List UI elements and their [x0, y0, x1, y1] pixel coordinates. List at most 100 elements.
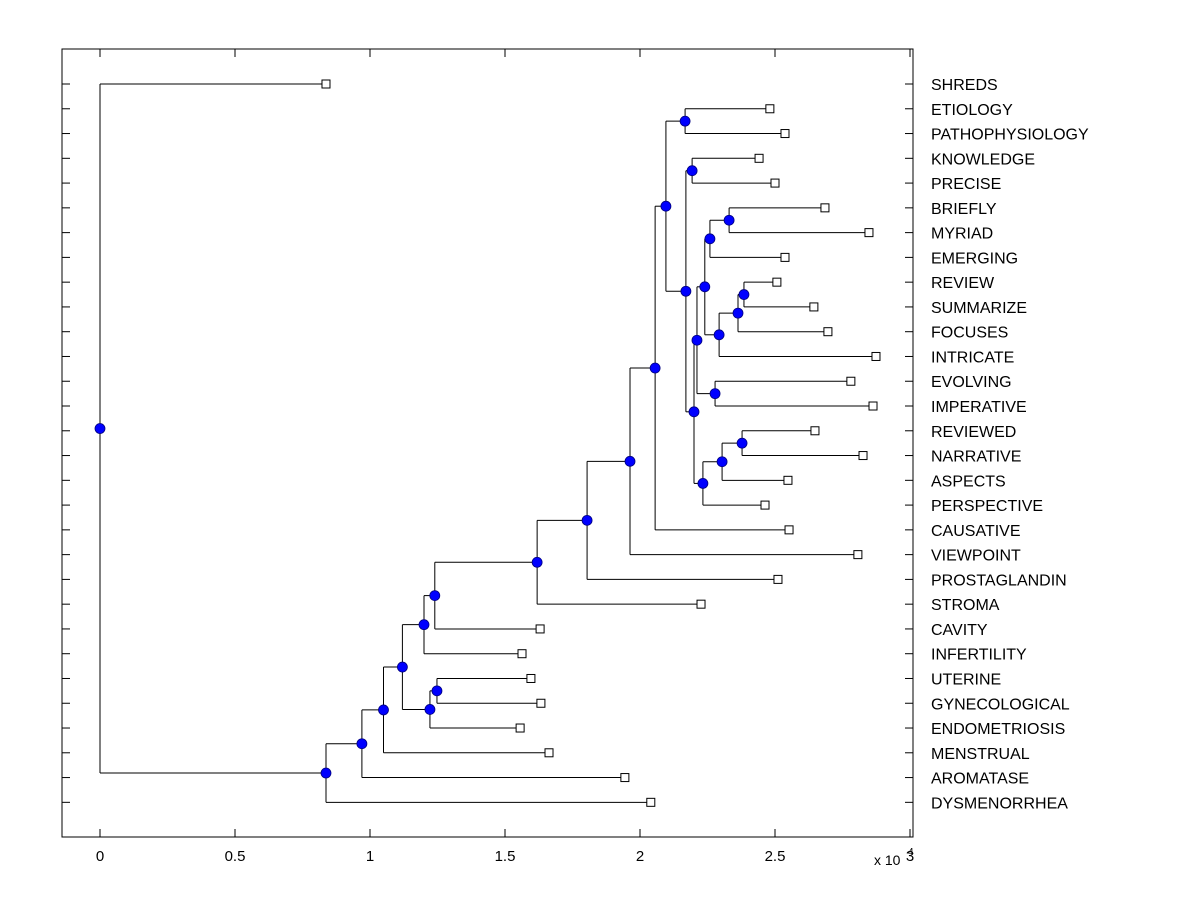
leaf-label-reviewed: REVIEWED [931, 424, 1016, 441]
internal-node [378, 704, 389, 716]
x-tick-label: 2 [636, 848, 644, 865]
leaf-marker [780, 252, 790, 262]
leaf-label-aromatase: AROMATASE [931, 771, 1029, 788]
x-tick-label: 2.5 [765, 848, 786, 865]
leaf-label-pathophysiology: PATHOPHYSIOLOGY [931, 127, 1089, 144]
x-tick-label: 0 [96, 848, 104, 865]
internal-node [418, 619, 430, 631]
internal-node [679, 115, 691, 127]
leaf-marker [544, 748, 554, 758]
leaf-marker [780, 129, 790, 139]
leaf-label-etiology: ETIOLOGY [931, 102, 1013, 119]
leaf-label-menstrual: MENSTRUAL [931, 746, 1030, 763]
x-multiplier-exponent: 4 [908, 847, 914, 858]
internal-node [699, 281, 711, 293]
internal-node [688, 406, 700, 418]
leaf-markers [321, 79, 881, 807]
leaf-marker [696, 599, 706, 609]
leaf-label-shreds: SHREDS [931, 77, 998, 94]
leaf-marker [321, 79, 331, 89]
leaf-marker [517, 649, 527, 659]
leaf-label-briefly: BRIEFLY [931, 201, 997, 218]
leaf-label-myriad: MYRIAD [931, 226, 993, 243]
internal-node [732, 307, 744, 319]
leaf-marker [823, 327, 833, 337]
leaf-label-infertility: INFERTILITY [931, 647, 1027, 664]
leaf-marker [853, 550, 863, 560]
leaf-label-intricate: INTRICATE [931, 349, 1014, 366]
internal-node [736, 437, 748, 449]
leaf-marker [526, 673, 536, 683]
leaf-marker [620, 773, 630, 783]
internal-node [738, 289, 750, 300]
y-axis-ticks [62, 83, 913, 803]
leaf-marker [846, 376, 856, 386]
internal-node [704, 233, 716, 245]
leaf-marker [871, 351, 881, 361]
leaf-label-evolving: EVOLVING [931, 374, 1012, 391]
leaf-marker [536, 698, 546, 708]
internal-node [660, 200, 672, 212]
leaf-label-focuses: FOCUSES [931, 325, 1008, 342]
leaf-label-viewpoint: VIEWPOINT [931, 548, 1021, 565]
x-tick-label: 0.5 [225, 848, 246, 865]
internal-node [713, 329, 725, 341]
leaf-label-perspective: PERSPECTIVE [931, 498, 1043, 515]
leaf-marker [754, 153, 764, 163]
leaf-marker [784, 525, 794, 535]
leaf-marker [858, 451, 868, 461]
internal-node [424, 704, 436, 715]
leaf-label-review: REVIEW [931, 275, 995, 292]
leaf-label-summarize: SUMMARIZE [931, 300, 1027, 317]
leaf-marker [868, 401, 878, 411]
internal-node [531, 556, 543, 568]
leaf-marker [810, 426, 820, 436]
leaf-marker [820, 203, 830, 213]
x-tick-label: 1.5 [495, 848, 516, 865]
internal-node [723, 214, 735, 226]
leaf-marker [783, 475, 793, 485]
leaf-marker [864, 228, 874, 238]
internal-node [94, 423, 106, 434]
internal-node [709, 388, 721, 400]
node-markers [94, 115, 750, 779]
internal-node [320, 767, 332, 779]
leaf-label-prostaglandin: PROSTAGLANDIN [931, 572, 1067, 589]
leaf-label-dysmenorrhea: DYSMENORRHEA [931, 795, 1068, 812]
internal-node [624, 455, 636, 467]
leaf-label-emerging: EMERGING [931, 250, 1018, 267]
leaf-label-uterine: UTERINE [931, 671, 1001, 688]
x-tick-label: 1 [366, 848, 374, 865]
internal-node [649, 362, 661, 374]
internal-node [691, 334, 703, 346]
leaf-marker [772, 277, 782, 287]
internal-node [396, 661, 408, 673]
leaf-label-stroma: STROMA [931, 597, 1000, 614]
leaf-marker [535, 624, 545, 634]
leaf-marker [515, 723, 525, 733]
internal-node [356, 738, 368, 750]
leaf-label-causative: CAUSATIVE [931, 523, 1021, 540]
x-multiplier-base: x 10 [874, 852, 901, 868]
internal-node [429, 590, 441, 602]
leaf-marker [773, 574, 783, 584]
leaf-label-cavity: CAVITY [931, 622, 988, 639]
x-tick-labels: 0 0.5 1 1.5 2 2.5 3 [96, 848, 914, 865]
internal-node [716, 456, 728, 468]
leaf-label-aspects: ASPECTS [931, 473, 1006, 490]
leaf-marker [770, 178, 780, 188]
leaf-labels: SHREDS ETIOLOGY PATHOPHYSIOLOGY KNOWLEDGE PR… [931, 77, 1089, 812]
leaf-label-knowledge: KNOWLEDGE [931, 151, 1035, 168]
internal-node [697, 478, 709, 489]
leaf-marker [646, 797, 656, 807]
internal-node [680, 285, 692, 297]
leaf-marker [760, 500, 770, 510]
leaf-label-gynecological: GYNECOLOGICAL [931, 696, 1070, 713]
x-tick-label: 3 [906, 848, 914, 865]
internal-node [431, 685, 443, 697]
leaf-label-endometriosis: ENDOMETRIOSIS [931, 721, 1065, 738]
internal-node [686, 165, 698, 177]
leaf-label-precise: PRECISE [931, 176, 1001, 193]
tree-branches [99, 83, 876, 803]
